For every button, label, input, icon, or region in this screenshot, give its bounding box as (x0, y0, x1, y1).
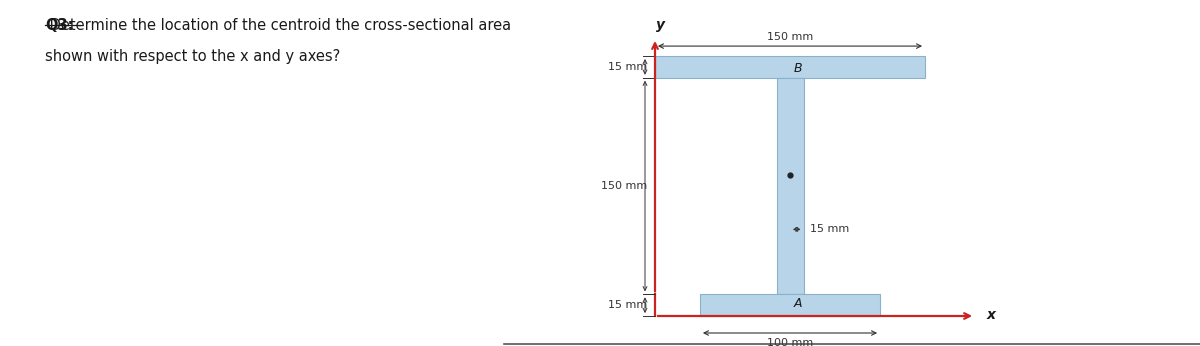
Text: 15 mm: 15 mm (810, 224, 848, 234)
Text: 15 mm: 15 mm (607, 300, 647, 310)
Bar (776, 78, 804, 294)
Text: Q3:: Q3: (46, 18, 73, 33)
Text: 15 mm: 15 mm (607, 62, 647, 72)
Text: 150 mm: 150 mm (601, 181, 647, 191)
Text: 100 mm: 100 mm (767, 338, 814, 346)
Text: Determine the location of the centroid the cross-sectional area: Determine the location of the centroid t… (46, 18, 511, 33)
Text: shown with respect to the x and y axes?: shown with respect to the x and y axes? (46, 49, 341, 64)
Bar (655, 56, 925, 78)
Bar (700, 294, 880, 316)
Text: 150 mm: 150 mm (767, 32, 814, 42)
Text: B: B (794, 62, 803, 75)
Text: x: x (986, 308, 996, 322)
Text: A: A (794, 297, 803, 310)
Text: y: y (656, 18, 666, 32)
